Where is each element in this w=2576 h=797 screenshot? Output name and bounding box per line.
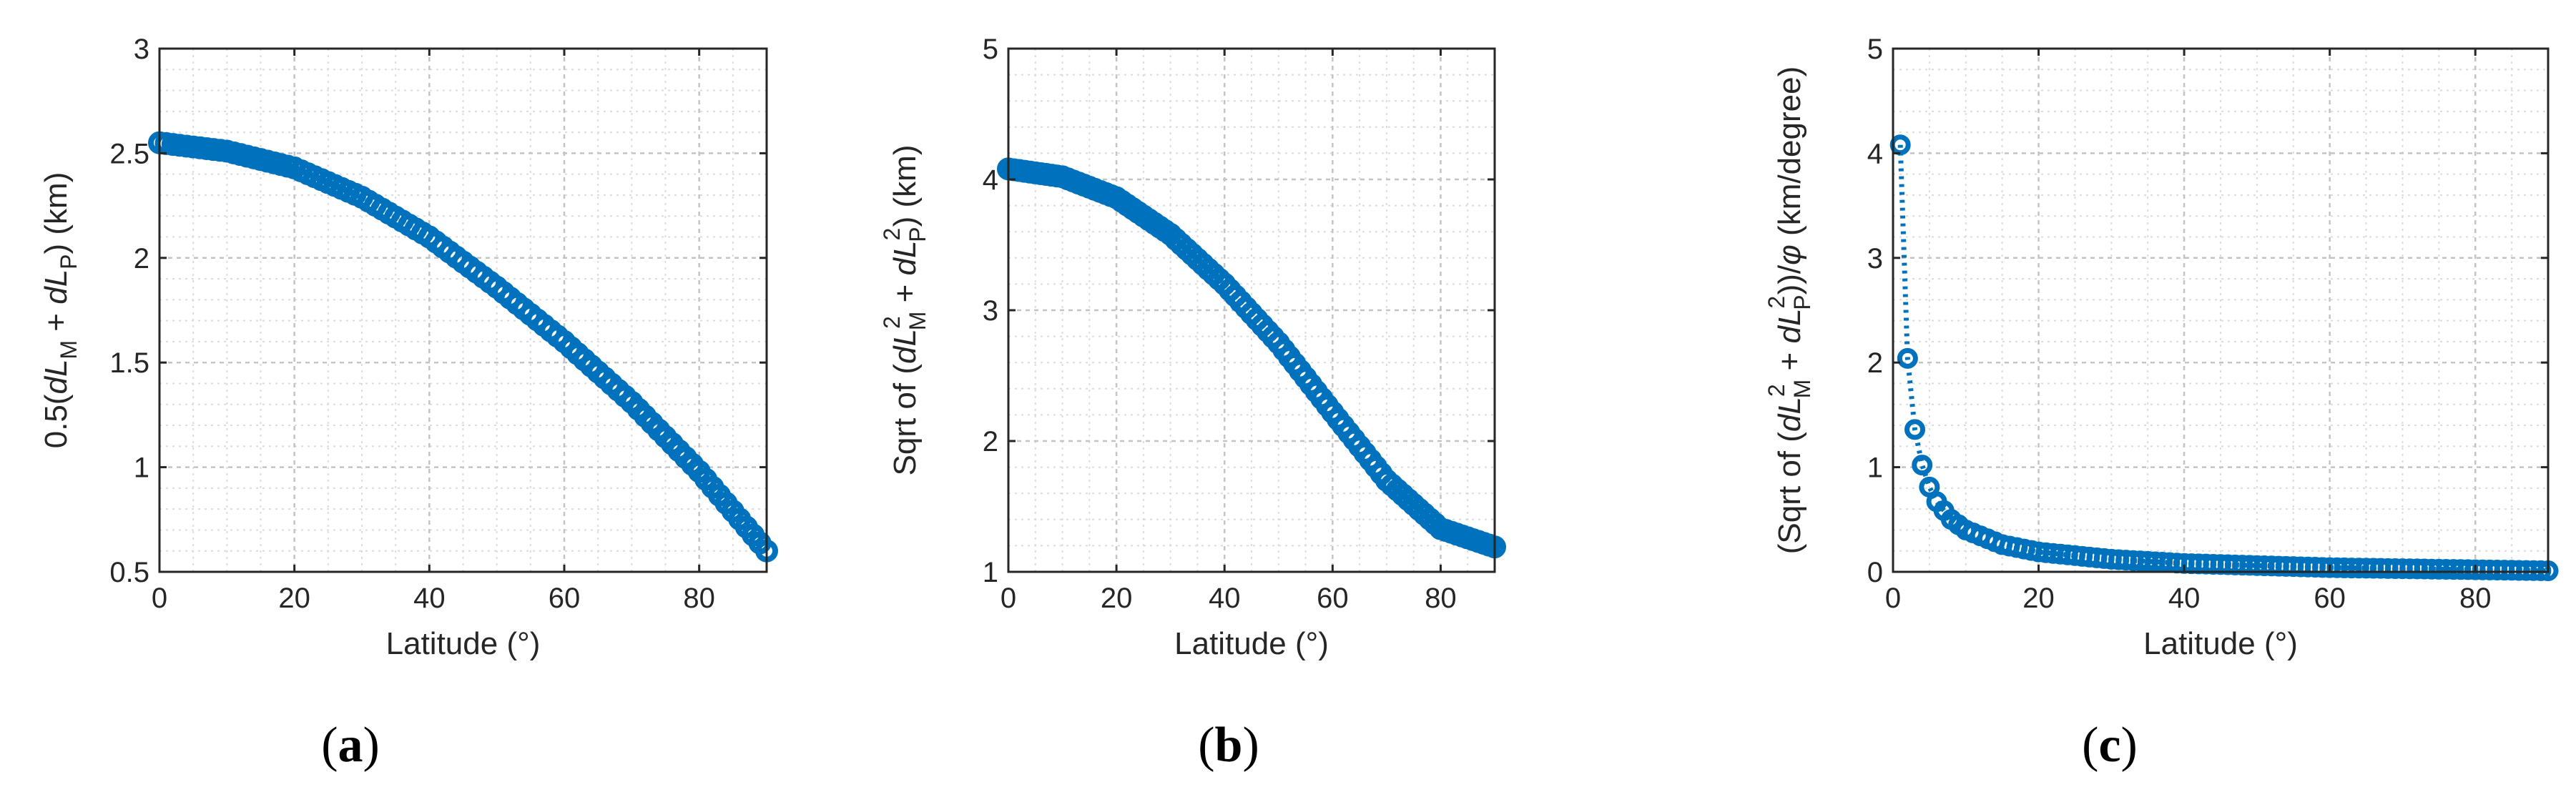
x-tick-label: 80: [683, 583, 715, 614]
y-tick-label: 0: [1867, 557, 1883, 588]
x-tick-label: 40: [1209, 583, 1241, 614]
y-tick-label: 2.5: [109, 138, 149, 169]
data-point: [1897, 347, 1918, 369]
panel-b: 0 20 40 60 80 1 2 3 4 5 Latitude (°) Sqrt of (dL2M​…: [858, 0, 1716, 797]
axes-box: [1892, 47, 2550, 573]
y-tick-label: 0.5: [109, 557, 149, 588]
y-tick-label: 1: [983, 557, 998, 588]
panel-caption: (c): [2082, 718, 2138, 773]
y-tick-label: 3: [134, 34, 149, 65]
x-tick-label: 20: [1101, 583, 1133, 614]
y-tick-label: 1: [1867, 452, 1883, 484]
panel-a: 0 20 40 60 80 0.5 1 1.5 2 2.5 3 Latitude (°) 0.5(dLM…: [0, 0, 858, 797]
panel-c: 0 20 40 60 80 0 1 2 3 4 5 Latitude (°) (Sqrt of (dL2…: [1716, 0, 2575, 797]
y-tick-label: 4: [983, 164, 998, 196]
x-tick-label: 0: [1885, 583, 1901, 614]
x-tick-label: 60: [2314, 583, 2346, 614]
y-axis-label: Sqrt of (dL2M​ + dL2P​) (km): [879, 145, 930, 476]
y-tick-label: 2: [134, 243, 149, 274]
y-axis-label: (Sqrt of (dL2M​ + dL2P​))/φ (km/degree): [1764, 66, 1815, 554]
chart-b: 0 20 40 60 80 1 2 3 4 5 Latitude (°) Sqrt of (dL2M​…: [879, 34, 1506, 773]
x-tick-label: 0: [1001, 583, 1016, 614]
chart-a: 0 20 40 60 80 0.5 1 1.5 2 2.5 3 Latitude (°) 0.5(dLM…: [39, 34, 778, 773]
y-tick-label: 4: [1867, 138, 1883, 169]
x-axis-label: Latitude (°): [1174, 626, 1329, 661]
axes-box: [158, 47, 768, 573]
y-tick-label: 2: [983, 426, 998, 457]
data-point: [1904, 419, 1926, 440]
panel-caption: (b): [1198, 718, 1259, 773]
chart-c: 0 20 40 60 80 0 1 2 3 4 5 Latitude (°) (Sqrt of (dL2…: [1764, 34, 2559, 773]
y-tick-label: 5: [1867, 34, 1883, 65]
x-tick-label: 20: [278, 583, 310, 614]
y-tick-label: 2: [1867, 347, 1883, 379]
plot-area: [1893, 49, 2548, 572]
x-tick-label: 80: [1425, 583, 1457, 614]
x-tick-label: 60: [1317, 583, 1349, 614]
plot-area: [159, 49, 767, 572]
y-tick-label: 1.5: [109, 347, 149, 379]
x-axis-label: Latitude (°): [2143, 626, 2298, 661]
x-tick-label: 20: [2022, 583, 2055, 614]
y-axis-label: 0.5(dLM​ + dLP​) (km): [39, 172, 82, 449]
x-tick-label: 40: [2168, 583, 2201, 614]
x-tick-label: 80: [2459, 583, 2492, 614]
x-tick-label: 0: [152, 583, 167, 614]
y-tick-label: 3: [983, 295, 998, 327]
x-tick-label: 60: [549, 583, 581, 614]
y-tick-label: 3: [1867, 243, 1883, 274]
panel-caption: (a): [321, 718, 380, 773]
y-tick-label: 1: [134, 452, 149, 484]
x-tick-label: 40: [413, 583, 446, 614]
data-point: [1912, 455, 1933, 476]
x-axis-label: Latitude (°): [386, 626, 541, 661]
y-tick-label: 5: [983, 34, 998, 65]
